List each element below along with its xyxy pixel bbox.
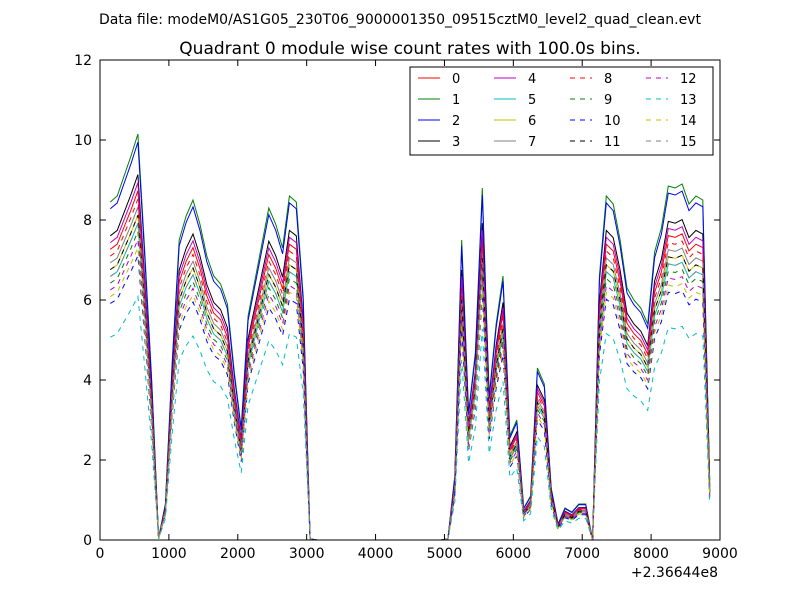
x-tick-label: 9000 [702,546,738,562]
legend-label: 13 [680,93,697,108]
legend-label: 7 [528,135,536,150]
series-line-7 [110,206,711,540]
legend-label: 10 [604,114,621,129]
series-line-6 [110,215,711,540]
legend-label: 3 [452,135,460,150]
x-offset-label: +2.36644e8 [631,565,718,581]
legend-label: 6 [528,114,536,129]
x-tick-label: 2000 [220,546,256,562]
series-line-12 [110,239,711,540]
y-tick-label: 2 [83,453,92,469]
chart-title: Quadrant 0 module wise count rates with … [179,39,640,59]
series-line-9 [110,231,711,540]
series-line-10 [110,255,711,540]
x-axis: 0 1000 2000 3000 4000 5000 6000 7000 8000 9000 [96,60,738,562]
figure-suptitle: Data file: modeM0/AS1G05_230T06_90000013… [99,12,701,28]
y-tick-label: 8 [83,213,92,229]
series-line-8 [110,198,711,540]
series-line-0 [110,190,711,540]
y-tick-label: 4 [83,373,92,389]
y-tick-label: 0 [83,533,92,549]
series-line-5 [110,223,711,540]
legend-label: 1 [452,93,460,108]
legend-label: 9 [604,93,612,108]
x-tick-label: 0 [96,546,105,562]
legend-label: 2 [452,114,460,129]
series-line-4 [109,182,711,540]
legend-label: 11 [604,135,621,150]
x-tick-label: 1000 [151,546,187,562]
series-line-3 [109,174,711,540]
legend-label: 12 [680,72,697,87]
x-tick-label: 6000 [496,546,532,562]
legend-label: 15 [680,135,697,150]
y-tick-label: 10 [74,133,92,149]
plot-area: 0 1000 2000 3000 4000 5000 6000 7000 8000 9000 0 2… [74,53,738,562]
legend-label: 4 [528,72,536,87]
legend-label: 0 [452,72,460,87]
legend-label: 8 [604,72,612,87]
series-line-1 [109,133,711,540]
y-tick-label: 12 [74,53,92,69]
y-tick-label: 6 [83,293,92,309]
x-tick-label: 3000 [289,546,325,562]
legend-frame [409,66,714,156]
x-tick-label: 7000 [564,546,600,562]
legend-label: 5 [528,93,536,108]
series-layer [109,133,711,540]
x-tick-label: 8000 [633,546,669,562]
series-line-2 [109,141,711,540]
series-line-13 [110,294,711,540]
x-tick-label: 4000 [358,546,394,562]
x-tick-label: 5000 [427,546,463,562]
legend-label: 14 [680,114,697,129]
